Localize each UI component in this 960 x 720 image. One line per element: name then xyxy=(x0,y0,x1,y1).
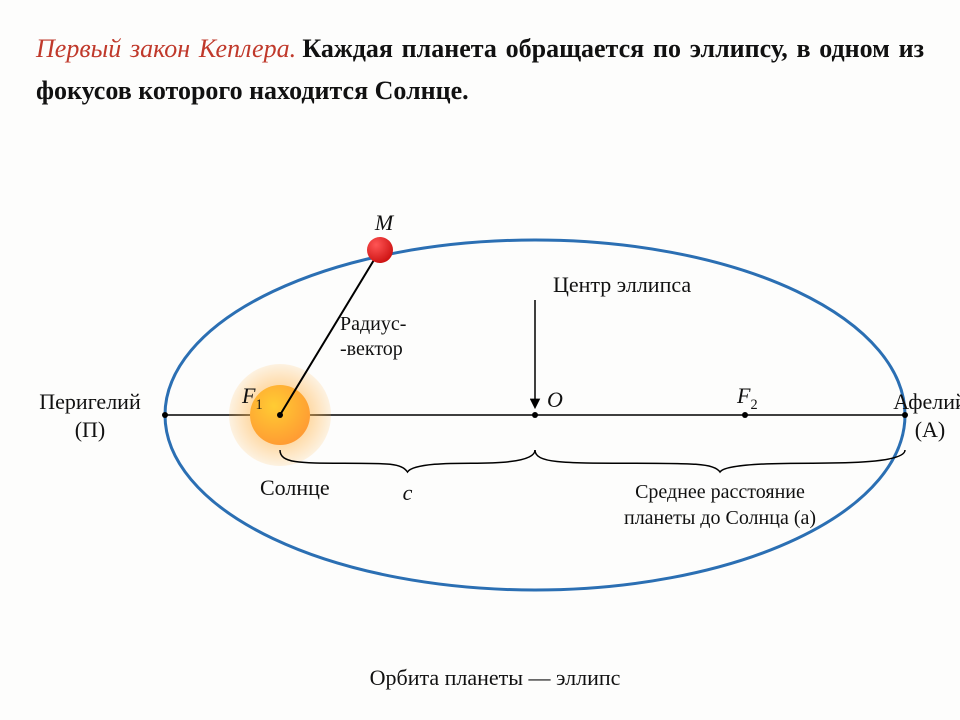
label-mean-dist-1: Среднее расстояние xyxy=(635,481,805,503)
label-m: M xyxy=(374,210,395,235)
label-sun: Солнце xyxy=(260,475,330,500)
diagram: M Центр эллипса Радиус- -вектор Перигелий (П)… xyxy=(0,190,960,710)
label-radius-vector-1: Радиус- xyxy=(340,313,406,335)
caption: Орбита планеты — эллипс xyxy=(370,665,621,690)
ellipse-diagram: M Центр эллипса Радиус- -вектор Перигелий (П)… xyxy=(0,190,960,710)
label-perihelion: Перигелий xyxy=(39,389,141,414)
page: Первый закон Кеплера. Каждая планета обр… xyxy=(0,0,960,720)
label-f2: F2 xyxy=(736,383,758,413)
brace-a xyxy=(535,450,905,472)
label-aphelion-sym: (А) xyxy=(915,417,946,442)
planet-icon xyxy=(367,237,393,263)
label-c: c xyxy=(403,480,413,505)
label-aphelion: Афелий xyxy=(893,389,960,414)
label-center: Центр эллипса xyxy=(553,272,691,297)
law-title: Первый закон Кеплера. xyxy=(36,34,296,63)
f2-dot xyxy=(742,412,748,418)
label-perihelion-sym: (П) xyxy=(75,417,106,442)
center-dot xyxy=(532,412,538,418)
perihelion-dot xyxy=(162,412,168,418)
brace-c xyxy=(280,450,535,472)
heading-block: Первый закон Кеплера. Каждая планета обр… xyxy=(0,0,960,111)
label-radius-vector-2: -вектор xyxy=(340,338,403,360)
label-o: O xyxy=(547,387,563,412)
label-mean-dist-2: планеты до Солнца (a) xyxy=(624,507,816,529)
